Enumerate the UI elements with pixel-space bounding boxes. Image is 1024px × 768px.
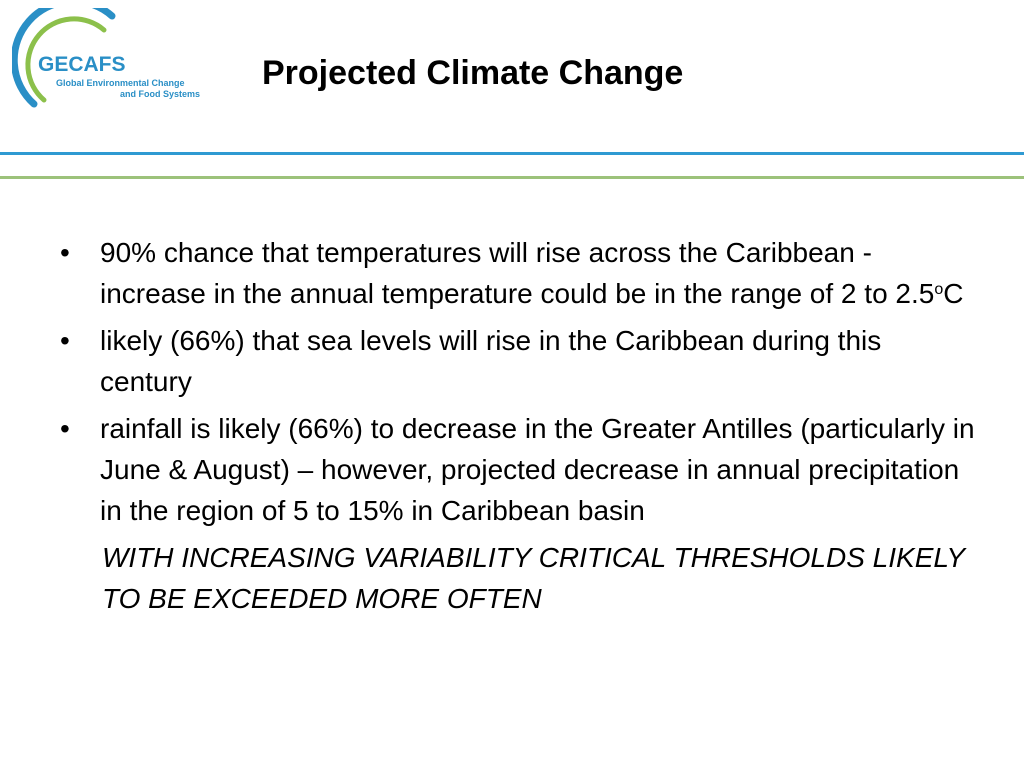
bullet-text: rainfall is likely (66%) to decrease in … (100, 413, 975, 526)
bullet-item-temperature: • 90% chance that temperatures will rise… (60, 232, 980, 314)
bullet-list: • 90% chance that temperatures will rise… (60, 232, 980, 531)
bullet-item-sea-levels: • likely (66%) that sea levels will rise… (60, 320, 980, 402)
bullet-icon: • (60, 325, 70, 356)
divider-top (0, 152, 1024, 155)
gecafs-logo: GECAFS Global Environmental Change and F… (12, 8, 202, 112)
bullet-icon: • (60, 413, 70, 444)
divider-bottom (0, 176, 1024, 179)
emphasis-statement: WITH INCREASING VARIABILITY CRITICAL THR… (102, 542, 965, 614)
slide-title: Projected Climate Change (262, 54, 684, 92)
bullet-icon: • (60, 237, 70, 268)
logo-arc-icon (12, 8, 116, 108)
degree-superscript: o (934, 281, 944, 298)
logo-subtitle-line2: and Food Systems (120, 89, 201, 99)
bullet-text: likely (66%) that sea levels will rise i… (100, 325, 882, 397)
bullet-text-unit: C (943, 278, 964, 309)
bullet-text: 90% chance that temperatures will rise a… (100, 237, 935, 309)
logo-subtitle-line1: Global Environmental Change (56, 78, 185, 88)
slide-content: • 90% chance that temperatures will rise… (60, 232, 980, 619)
logo-name: GECAFS (38, 53, 126, 76)
bullet-item-rainfall: • rainfall is likely (66%) to decrease i… (60, 408, 980, 531)
